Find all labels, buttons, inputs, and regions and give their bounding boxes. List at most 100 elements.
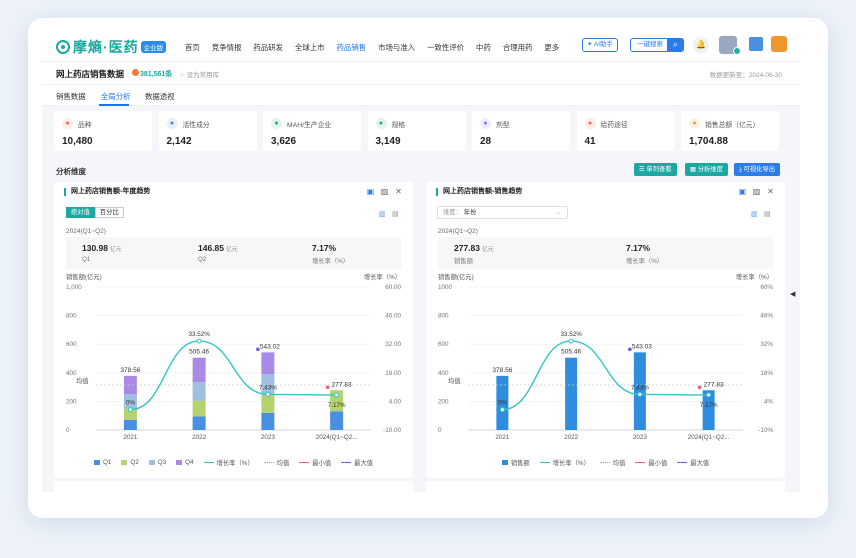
legend-item[interactable]: 增长率（%） [539,458,590,467]
total-label: 277.83 [332,381,352,388]
annual-stacked-chart: 销售额(亿元) 增长率（%） 1,000 60.00 800 46.00 600 32.00 4… [66,272,401,441]
avatar[interactable] [719,36,737,54]
nav-item[interactable]: 竞争情报 [211,43,242,52]
legend-item[interactable]: 销售额 [501,458,530,467]
nav-item[interactable]: 市场与准入 [378,43,416,52]
bell-icon[interactable]: 🔔 [693,37,709,53]
total-label: 543.03 [632,343,652,350]
legend-item[interactable]: 均值 [263,458,289,467]
stat-unit: 亿元 [482,247,494,253]
legend-item[interactable]: Q4 [176,458,194,467]
growth-label: 0% [126,400,136,407]
x-tick-label: 2021 [123,434,138,441]
legend-item[interactable]: 最大值 [677,458,709,467]
nav-item[interactable]: 药品研发 [253,43,283,52]
x-tick-label: 2023 [633,434,648,441]
x-tick-label: 2021 [495,434,510,441]
bar-segment [192,357,206,383]
nav-item[interactable]: 一致性评价 [427,43,465,52]
y-tick-label: 1,000 [66,284,82,291]
tab-sales-data[interactable]: 销售数据 [56,92,86,101]
info-icon[interactable] [132,69,139,76]
logo-icon [56,40,70,54]
metric-label: 品种 [78,122,92,129]
tab-pivot[interactable]: 数据透视 [145,92,175,101]
bar-chart-icon[interactable]: ▥ [379,211,386,218]
metric-label: 规格 [391,122,406,129]
image-icon[interactable]: ▨ [380,187,389,196]
ai-assistant-button[interactable]: ✦ AI助手 [582,38,619,52]
stat-label: 销售额 [454,258,473,265]
dimension-select[interactable]: 维度： 年份 ⌄ [437,206,568,219]
y2-axis-title: 增长率（%） [736,272,773,281]
nav-item[interactable]: 更多 [544,43,560,52]
logo[interactable]: 摩熵·医药 企业版 [56,37,167,57]
panel-tools: ▣ ▨ ✕ [361,187,403,196]
image-icon[interactable]: ▨ [752,187,761,196]
nav-item[interactable]: 合理用药 [502,43,533,52]
legend-item[interactable]: 最小值 [299,458,331,467]
absolute-toggle[interactable]: 绝对值 [66,207,95,218]
tab-global-analysis[interactable]: 全局分析 [101,92,131,101]
chart-legend: Q1 Q2 Q3 Q4 增长率（%） 均值 最小值 最大值 [54,458,413,467]
metric-card[interactable]: ● 给药途径 41 [576,111,675,151]
metric-card[interactable]: ● 规格 3,149 [367,111,466,151]
nav-item[interactable]: 全球上市 [294,43,325,52]
growth-point [706,392,712,398]
single-view-button[interactable]: ☰ 单列查看 [634,163,677,176]
favorite-button[interactable]: ☆ 设为常用库 [179,69,219,79]
stat-unit: 亿元 [110,247,122,253]
collapse-arrow-icon[interactable]: ◀ [790,291,796,298]
chart-type-icons: ▥ ▤ [375,210,401,219]
table-icon[interactable]: ▤ [764,211,771,218]
chart-panel-trend: 网上药店销售额-销售趋势 ▣ ▨ ✕ 维度： 年份 ⌄ ▥ ▤ 2024(Q1~… [426,182,785,478]
legend-label: 销售额 [510,460,530,467]
bar-segment [261,374,275,395]
y-tick-label: 800 [66,313,77,320]
apps-icon[interactable] [749,37,763,51]
legend-item[interactable]: 增长率（%） [203,458,254,467]
legend-item[interactable]: 均值 [599,458,625,467]
metric-label: MAH/生产企业 [287,122,332,129]
table-icon[interactable]: ▤ [392,211,399,218]
bar-segment [192,400,206,417]
nav-item[interactable]: 中药 [476,43,491,52]
export-label: 可视化导出 [743,166,776,173]
metric-value: 41 [584,136,596,147]
search-icon[interactable]: ⌕ [667,38,684,52]
nav-item[interactable]: 药品销售 [336,43,367,52]
metric-card[interactable]: ● 剂型 28 [472,111,570,151]
coin-icon: ● [689,118,700,129]
legend-item[interactable]: Q3 [148,458,166,467]
close-icon[interactable]: ✕ [395,187,402,196]
metric-card[interactable]: ● 活性成分 2,142 [158,111,257,151]
growth-label: 33.52% [560,331,582,338]
legend-item[interactable]: Q2 [121,458,139,467]
close-icon[interactable]: ✕ [767,187,774,196]
theme-icon[interactable] [771,36,787,52]
legend-item[interactable]: Q1 [93,458,111,467]
legend-item[interactable]: 最小值 [635,458,667,467]
metric-card[interactable]: ● 品种 10,480 [54,111,152,151]
stat-unit: 亿元 [226,247,238,253]
legend-swatch [299,462,310,463]
dimension-button[interactable]: ▦ 分析维度 [685,163,728,176]
metric-card[interactable]: ● MAH/生产企业 3,626 [263,111,361,151]
legend-swatch [176,460,183,465]
growth-line [130,340,337,411]
excel-icon[interactable]: ▣ [738,187,747,196]
excel-icon[interactable]: ▣ [366,187,375,196]
export-button[interactable]: ⤓ 可视化导出 [734,163,781,176]
percent-toggle[interactable]: 百分比 [94,207,124,218]
metric-card[interactable]: ● 销售总额（亿元） 1,704.88 [681,111,779,151]
stat-label: 增长率（%） [312,258,350,265]
legend-item[interactable]: 最大值 [341,458,373,467]
growth-label: 33.52% [188,331,210,338]
min-marker [697,385,702,390]
nav-item[interactable]: 首页 [185,43,200,52]
growth-point [637,391,643,397]
dimension-label: 分析维度 [697,166,723,173]
metric-value: 3,626 [271,136,297,147]
bar-chart-icon[interactable]: ▥ [751,211,758,218]
y-tick-label: 200 [66,398,77,405]
